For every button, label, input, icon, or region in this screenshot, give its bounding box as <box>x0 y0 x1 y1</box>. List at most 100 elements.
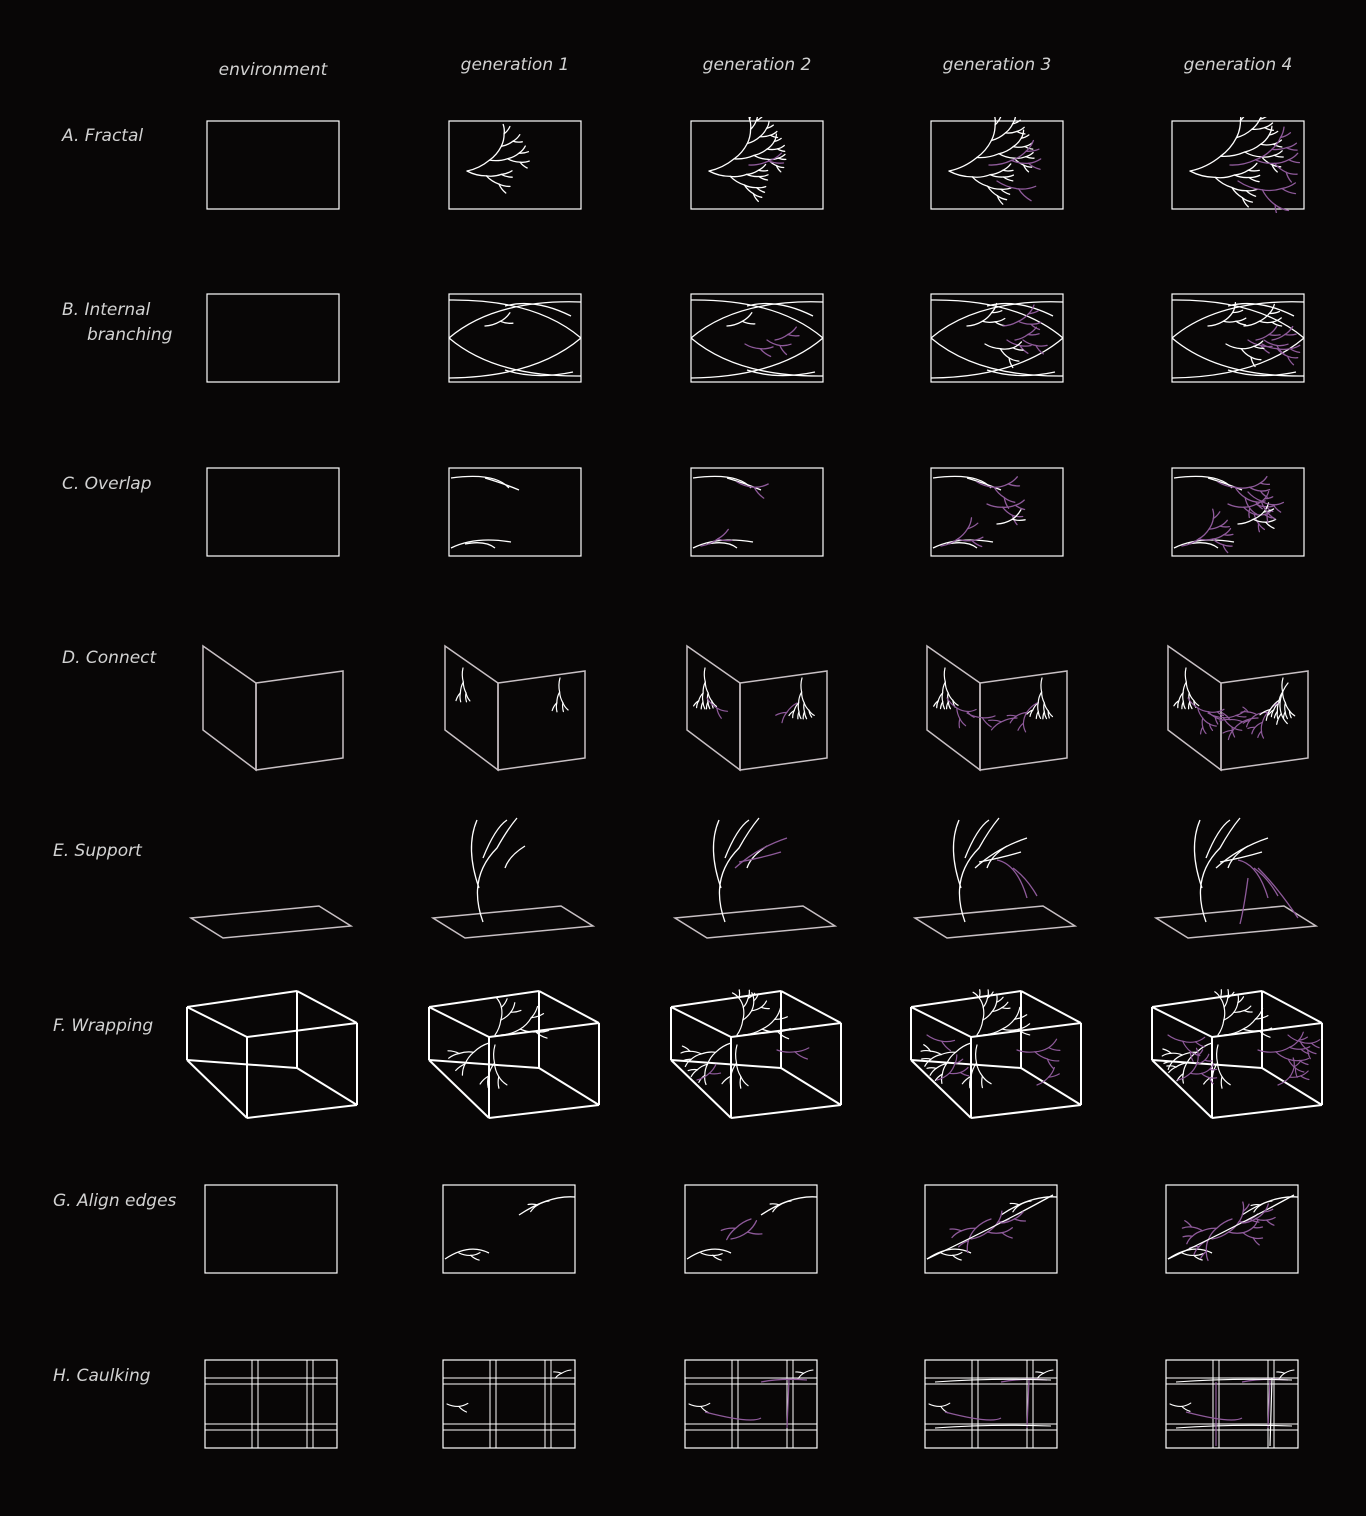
branch-stroke <box>976 153 1000 159</box>
cell-f-generation-2 <box>670 989 842 1119</box>
branch-stroke <box>746 1231 763 1235</box>
branch-stroke <box>996 859 1028 899</box>
branch-stroke <box>1163 1060 1174 1064</box>
branch-stroke <box>1300 1070 1309 1077</box>
branch-stroke <box>738 851 782 863</box>
branch-stroke <box>757 169 769 172</box>
box-edge <box>428 1059 490 1119</box>
branch-stroke <box>941 1039 956 1043</box>
branch-stroke <box>924 1058 932 1067</box>
branch-stroke <box>933 700 939 707</box>
branch-stroke <box>551 702 558 712</box>
branch-stroke <box>686 1248 732 1260</box>
cell-e-generation-2 <box>672 817 838 939</box>
branch-stroke <box>470 819 480 889</box>
branch-stroke <box>1257 522 1266 531</box>
support-plane <box>430 905 596 939</box>
branch-stroke <box>996 996 1004 1003</box>
branch-stroke <box>753 486 765 499</box>
branch-stroke <box>948 1063 956 1074</box>
branch-stroke <box>787 333 800 337</box>
branch-stroke <box>716 707 729 712</box>
branch-stroke <box>734 1218 752 1229</box>
branch-stroke <box>1219 989 1222 999</box>
branch-stroke <box>537 1200 550 1206</box>
branch-stroke <box>562 702 569 711</box>
branch-stroke <box>1243 1005 1252 1012</box>
branch-stroke <box>994 105 996 113</box>
branch-stroke <box>690 337 824 377</box>
branch-stroke <box>775 164 782 173</box>
box-edge <box>670 990 782 1008</box>
branch-stroke <box>1249 714 1258 721</box>
branch-stroke <box>1232 721 1244 731</box>
branch-stroke <box>952 819 962 889</box>
branch-stroke <box>448 337 582 377</box>
branch-stroke <box>1000 187 1012 190</box>
branch-stroke <box>708 1072 722 1075</box>
row-label: G. Align edges <box>53 1191 177 1211</box>
branch-stroke <box>1182 1235 1193 1238</box>
branch-stroke <box>746 173 760 178</box>
branch-stroke <box>777 157 787 161</box>
branch-stroke <box>1172 1054 1183 1063</box>
branch-stroke <box>1202 717 1211 725</box>
branch-stroke <box>940 1252 954 1257</box>
branch-stroke <box>748 117 751 120</box>
branch-stroke <box>954 1058 964 1065</box>
branch-stroke <box>759 346 774 350</box>
branch-stroke <box>1276 1371 1286 1374</box>
branch-stroke <box>741 320 756 325</box>
branch-stroke <box>779 344 788 356</box>
branch-stroke <box>989 169 1004 176</box>
branch-stroke <box>464 1051 475 1065</box>
branch-stroke <box>1239 877 1249 925</box>
branch-stroke <box>946 542 978 549</box>
row-label: F. Wrapping <box>53 1016 153 1036</box>
branch-stroke <box>779 1200 792 1206</box>
cell-b-generation-4 <box>1171 293 1305 383</box>
branch-stroke <box>729 175 746 186</box>
row-label: branching <box>87 325 173 345</box>
column-header: generation 1 <box>461 55 570 75</box>
column-header: environment <box>219 60 329 80</box>
branch-stroke <box>712 1254 722 1261</box>
branch-stroke <box>1012 119 1021 125</box>
cell-h-environment <box>204 1359 338 1449</box>
branch-stroke <box>1181 1051 1198 1056</box>
branch-stroke <box>1253 867 1279 897</box>
branch-stroke <box>760 1378 808 1383</box>
cell-g-environment <box>204 1184 338 1274</box>
branch-stroke <box>1274 204 1278 213</box>
branch-stroke <box>1245 188 1258 192</box>
branch-stroke <box>1263 508 1275 513</box>
branch-stroke <box>1012 347 1024 351</box>
branch-stroke <box>760 1196 818 1216</box>
branch-stroke <box>706 1051 717 1065</box>
branch-stroke <box>1242 1018 1257 1030</box>
branch-stroke <box>926 1194 1054 1260</box>
branch-stroke <box>1277 1076 1291 1086</box>
branch-stroke <box>1263 126 1274 131</box>
branch-stroke <box>733 142 748 160</box>
branch-stroke <box>465 692 471 702</box>
branch-stroke <box>1175 1424 1293 1429</box>
branch-stroke <box>986 503 1004 508</box>
branch-stroke <box>936 1072 950 1081</box>
branch-stroke <box>500 1028 521 1036</box>
branch-stroke <box>1001 107 1002 115</box>
branch-stroke <box>757 163 767 171</box>
branch-stroke <box>1231 726 1243 731</box>
branch-stroke <box>1002 176 1014 182</box>
right-panel <box>255 670 344 771</box>
branch-stroke <box>930 337 1064 377</box>
branch-stroke <box>946 1051 957 1065</box>
branch-stroke <box>742 1010 753 1021</box>
branch-stroke <box>689 1050 702 1055</box>
branch-stroke <box>1187 701 1191 710</box>
branch-stroke <box>1237 994 1240 1004</box>
branch-stroke <box>1239 117 1242 122</box>
branch-stroke <box>940 538 959 547</box>
branch-stroke <box>1173 539 1235 549</box>
branch-stroke <box>1227 302 1295 317</box>
